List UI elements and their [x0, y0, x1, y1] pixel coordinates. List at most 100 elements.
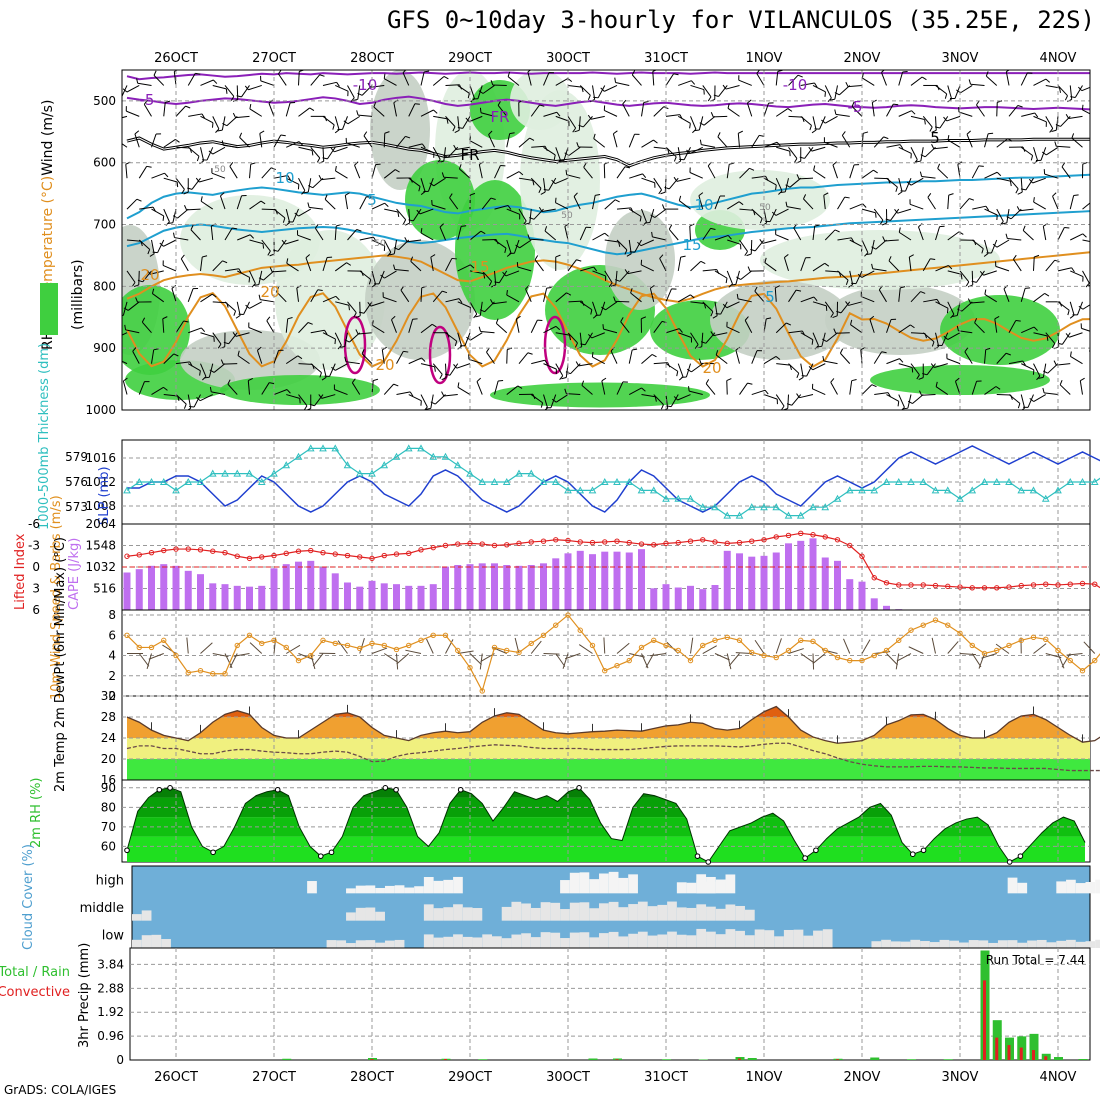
- li-point: [455, 541, 461, 547]
- wind-barb-feather: [764, 389, 769, 395]
- cloud-cell: [355, 885, 366, 894]
- wind-barb-feather: [624, 269, 629, 274]
- wind-barb-feather: [389, 253, 395, 256]
- cape-bar: [135, 569, 143, 610]
- thickness-point: [992, 477, 1001, 485]
- cape-bar: [699, 589, 707, 610]
- wind-barb: [412, 208, 422, 222]
- wind-barb: [665, 328, 680, 334]
- wind-barb: [370, 84, 385, 88]
- temp-tick-label: 24: [101, 731, 116, 745]
- wind10m-barb: [148, 653, 164, 660]
- wind-barb: [751, 208, 763, 219]
- wind10m-point: [994, 647, 1000, 654]
- wind-barb-feather: [245, 304, 250, 309]
- thickness-point: [649, 486, 658, 494]
- precip-total-bar: [907, 1059, 916, 1060]
- wind-barb: [946, 358, 961, 365]
- wind-barb-feather: [947, 135, 950, 141]
- wind-barb-feather: [1033, 197, 1035, 203]
- wind10m-barb: [146, 653, 152, 670]
- wind-barb: [812, 85, 826, 93]
- thickness-point: [870, 486, 879, 494]
- li-point: [528, 539, 534, 545]
- cloud-cell: [608, 871, 619, 894]
- wind-barb: [507, 76, 520, 86]
- wind-barb: [322, 295, 337, 303]
- wind-barb: [394, 268, 409, 272]
- wind-barb-feather: [458, 164, 462, 170]
- wind-barb: [469, 85, 476, 99]
- wind-barb-feather: [346, 262, 352, 266]
- wind10m-point: [185, 670, 191, 676]
- wind-barb: [597, 85, 606, 99]
- cloud-cell: [472, 908, 483, 921]
- wind-barb: [653, 177, 662, 191]
- thickness-point: [858, 486, 866, 494]
- thickness-point: [600, 477, 609, 485]
- wind-barb: [668, 228, 679, 241]
- wind-barb: [334, 332, 342, 346]
- wind-barb-feather: [534, 255, 539, 260]
- wind-barb-feather: [559, 375, 564, 380]
- wind-barb: [175, 177, 185, 190]
- wind10m-point: [589, 642, 596, 649]
- wind-barb-feather: [816, 345, 822, 348]
- thickness-point: [270, 469, 278, 477]
- wind-barb: [1093, 82, 1100, 86]
- wind-barb: [841, 135, 851, 148]
- wind-barb-feather: [738, 201, 744, 206]
- rh2m-point: [382, 785, 389, 791]
- wind-barb: [593, 138, 606, 148]
- wind-barb: [286, 177, 300, 185]
- wind10m-barb: [690, 637, 694, 654]
- wind-barb: [478, 164, 483, 179]
- cloud-cell: [793, 929, 804, 948]
- li-point: [577, 539, 583, 545]
- wind-barb-feather: [502, 271, 507, 277]
- wind-barb-feather: [202, 376, 207, 381]
- wind-barb: [543, 146, 556, 156]
- wind-barb-feather: [307, 322, 313, 325]
- wind-barb: [261, 382, 270, 395]
- wind-barb: [513, 239, 520, 254]
- wind-barb: [334, 225, 337, 241]
- wind-barb: [249, 270, 256, 284]
- wind-barb: [725, 84, 740, 90]
- cloud-row-label: low: [102, 928, 125, 943]
- thickness-point: [294, 452, 303, 460]
- wind-barb: [433, 115, 448, 120]
- wind-barb: [751, 389, 766, 396]
- wind-tick-label: 4: [108, 649, 116, 663]
- wind-barb: [1045, 259, 1056, 272]
- wind-barb-feather: [637, 241, 642, 247]
- wind-barb: [933, 146, 948, 150]
- wind-barb-feather: [929, 126, 933, 132]
- wind-barb-feather: [175, 139, 180, 143]
- thickness-point: [564, 486, 572, 494]
- wind-barb-feather: [273, 249, 279, 252]
- cape-bar: [491, 563, 498, 610]
- wind-barb-feather: [811, 339, 814, 345]
- wind-barb-feather: [213, 79, 218, 84]
- wind-barb-feather: [909, 254, 914, 258]
- wind-barb: [812, 388, 826, 396]
- wind-barb-feather: [574, 342, 578, 348]
- cape-bar: [454, 565, 462, 610]
- cape-bar: [466, 564, 474, 610]
- wind10m-point: [1030, 634, 1037, 641]
- wind-barb-feather: [841, 131, 846, 136]
- wind-barb-feather: [888, 256, 892, 262]
- thickness-point: [1054, 486, 1062, 494]
- li-point: [945, 583, 951, 590]
- wind-barb-feather: [1036, 375, 1041, 381]
- wind-barb: [763, 177, 777, 186]
- wind10m-point: [283, 644, 289, 651]
- wind-barb-feather: [968, 79, 972, 85]
- li-point: [234, 553, 240, 559]
- wind-barb: [628, 208, 642, 217]
- wind10m-barb: [285, 644, 301, 654]
- wind-barb: [1022, 230, 1034, 241]
- wind-barb-feather: [981, 248, 984, 254]
- wind-barb: [132, 351, 140, 364]
